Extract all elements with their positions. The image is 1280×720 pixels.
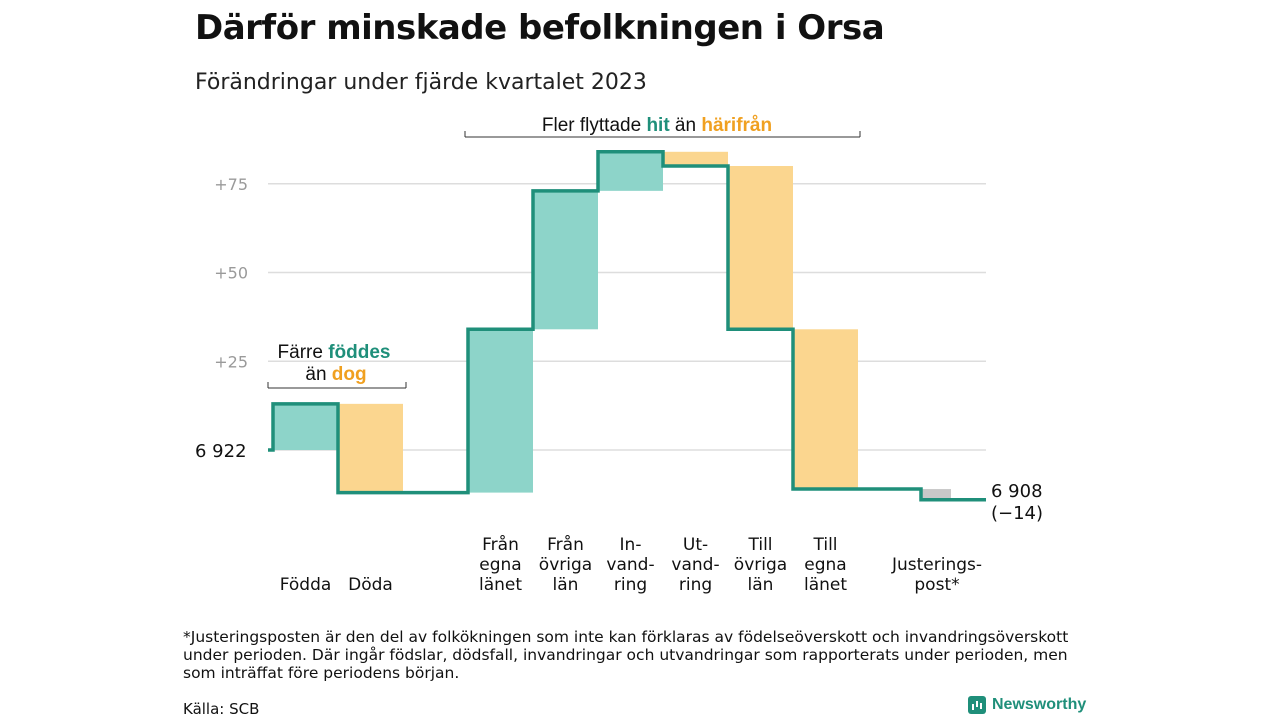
x-category-label: Från övriga län: [539, 534, 592, 595]
bar: [728, 166, 793, 330]
bar: [793, 329, 858, 490]
y-tick-label: +50: [214, 264, 248, 283]
bracket-births-deaths: [267, 382, 407, 389]
x-category-label: Födda: [280, 575, 332, 595]
bar: [921, 489, 951, 500]
bar: [663, 151, 728, 166]
brand-logo: Newsworthy: [968, 696, 1086, 714]
chart-logo-icon: [968, 696, 986, 714]
chart-title: Därför minskade befolkningen i Orsa: [195, 8, 885, 48]
source-label: Källa: SCB: [183, 700, 260, 718]
x-category-label: Till egna länet: [804, 535, 847, 595]
step-line: [268, 150, 986, 502]
x-axis-labels: Födda Döda Från egna länet Från övriga län In-va…: [280, 534, 982, 595]
x-category-label: Döda: [348, 575, 393, 595]
annotation-migration: Fler flyttade hit än härifrån: [542, 115, 772, 136]
y-tick-label: +25: [214, 352, 248, 371]
chart-subtitle: Förändringar under fjärde kvartalet 2023: [195, 70, 647, 95]
waterfall-chart: +25 +50 +75 Födda Döda Från egna länet Från övri…: [195, 115, 1043, 595]
x-category-label: In-vand-ring: [606, 535, 654, 595]
end-value-label: 6 908 (−14): [991, 481, 1043, 524]
start-value-label: 6 922: [195, 441, 247, 462]
bar: [273, 403, 338, 450]
x-category-label: Från egna länet: [479, 534, 522, 595]
brand-name: Newsworthy: [992, 696, 1087, 713]
x-category-label: Ut-vand-ring: [671, 535, 719, 595]
x-category-label: Justerings-post*: [891, 555, 982, 595]
bar: [598, 151, 663, 191]
x-category-label: Till övriga län: [734, 535, 787, 595]
annotation-births-line1: Färre föddes: [278, 342, 391, 363]
bar: [533, 190, 598, 330]
bars: [273, 151, 951, 500]
y-axis-labels: +25 +50 +75: [214, 175, 248, 372]
annotation-births-line2: än dog: [305, 364, 366, 385]
bar: [468, 329, 533, 493]
running-total-line: [268, 150, 986, 502]
bracket-migration: [464, 131, 861, 138]
footnote: *Justeringsposten är den del av folkökni…: [183, 628, 1069, 682]
y-tick-label: +75: [214, 175, 248, 194]
bar: [338, 403, 403, 493]
